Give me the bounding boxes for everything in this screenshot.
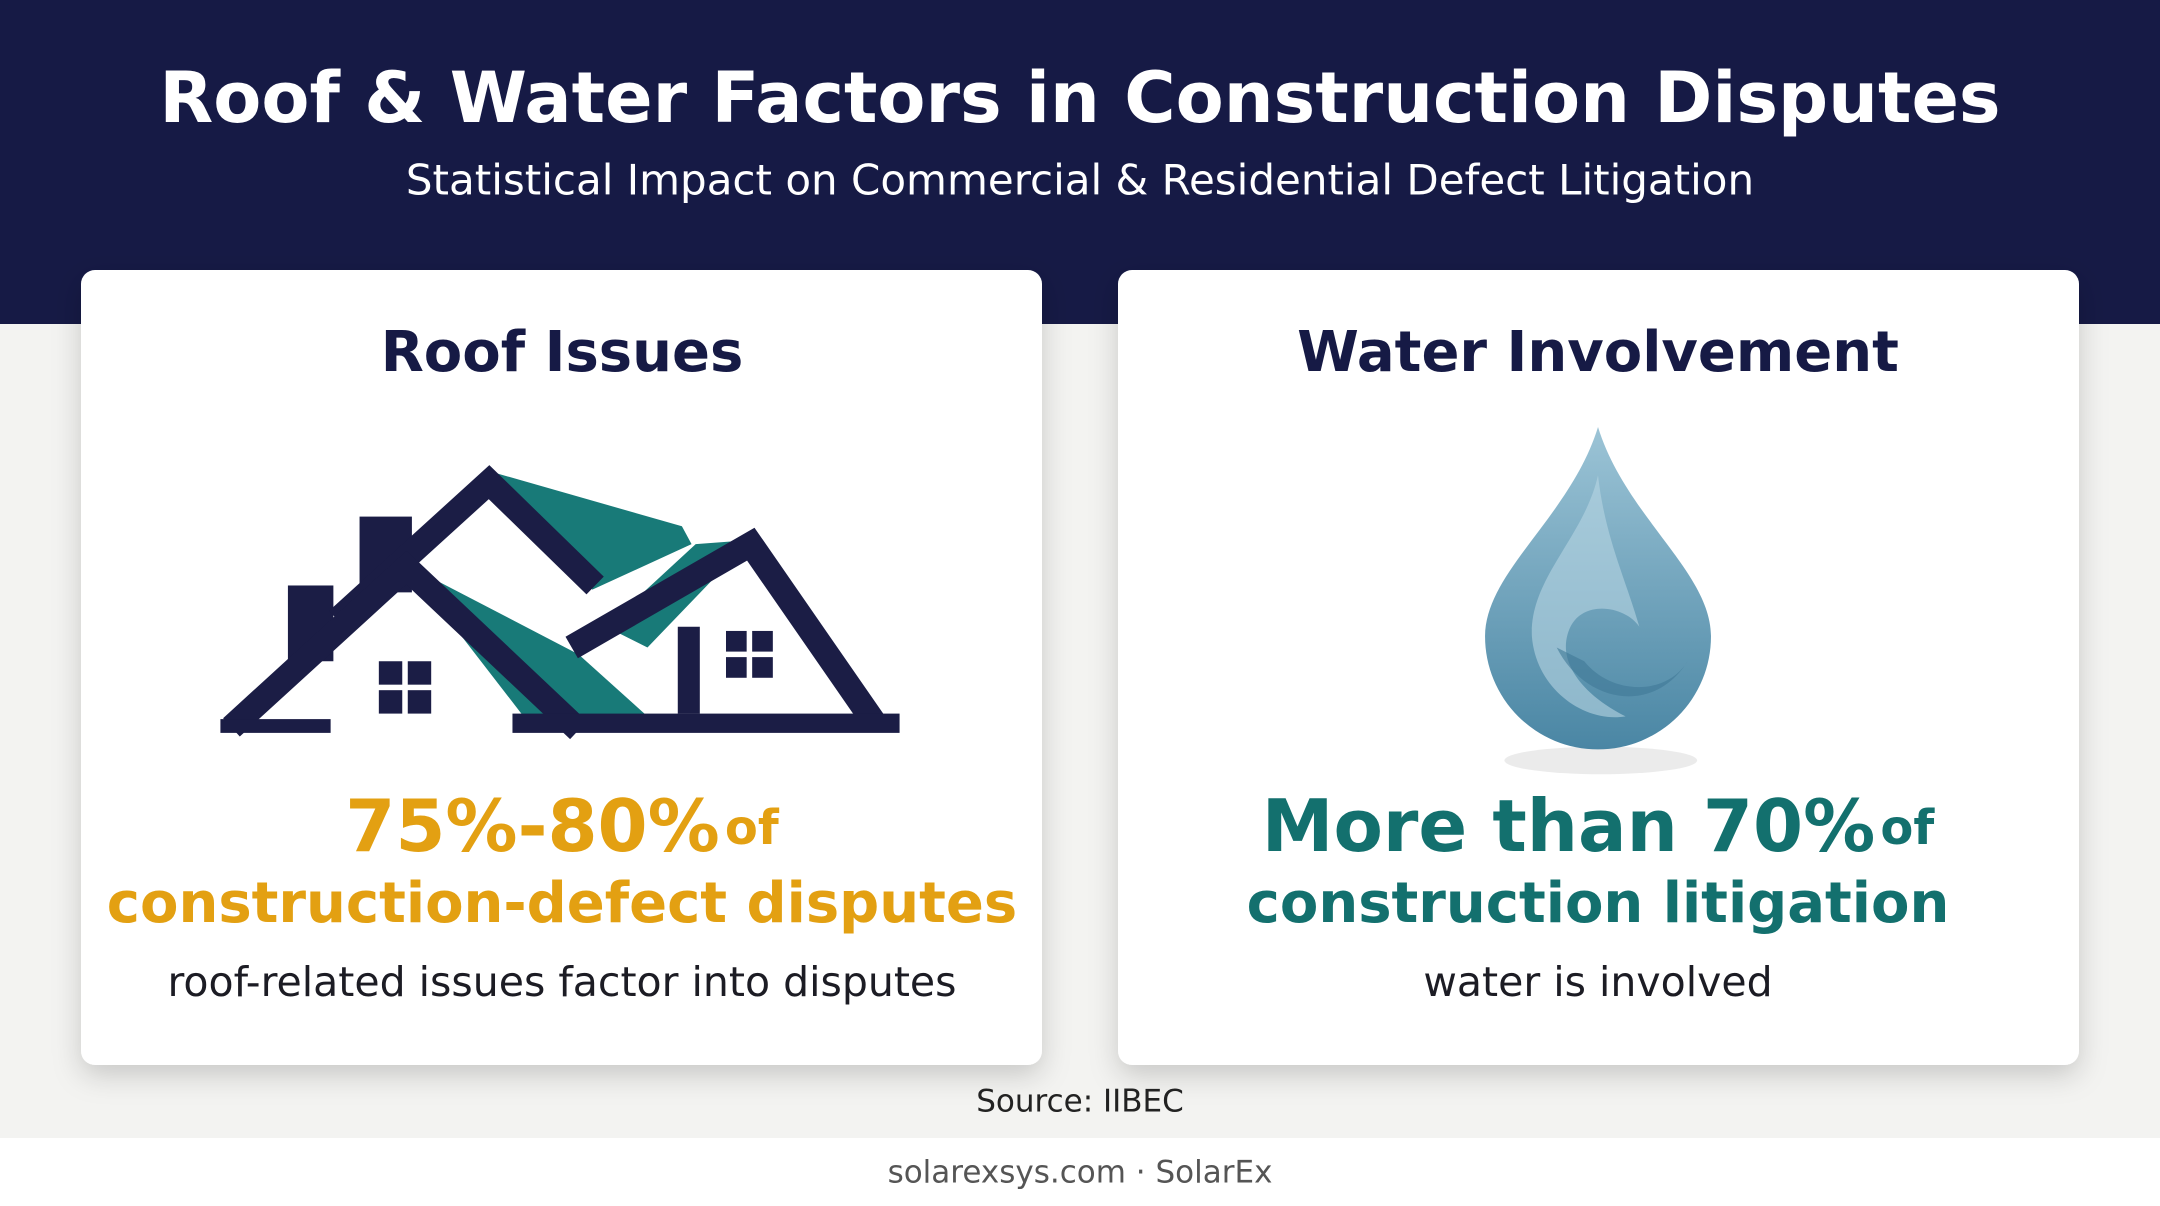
water-drop-icon [1485,427,1711,775]
footer-band [0,1138,2160,1206]
stat-line: construction litigation [1247,871,1950,936]
source: Source: IIBEC [976,1084,1184,1120]
card-title: Roof Issues [381,320,744,385]
title: Roof & Water Factors in Construction Dis… [159,57,2000,139]
stat-value: 75%-80% [345,784,720,868]
stat-line: construction-defect disputes [107,871,1017,936]
footer: solarexsys.com · SolarEx [888,1155,1273,1191]
stat-suffix: of [1880,800,1935,856]
caption: roof-related issues factor into disputes [167,958,956,1006]
stat: 75%-80% of [345,784,780,868]
subtitle: Statistical Impact on Commercial & Resid… [406,156,1754,205]
stat-suffix: of [725,800,780,856]
stat: More than 70% of [1262,784,1936,868]
card-title: Water Involvement [1297,320,1899,385]
house-icon [220,465,900,740]
stat-value: More than 70% [1262,784,1875,868]
caption: water is involved [1423,958,1772,1006]
